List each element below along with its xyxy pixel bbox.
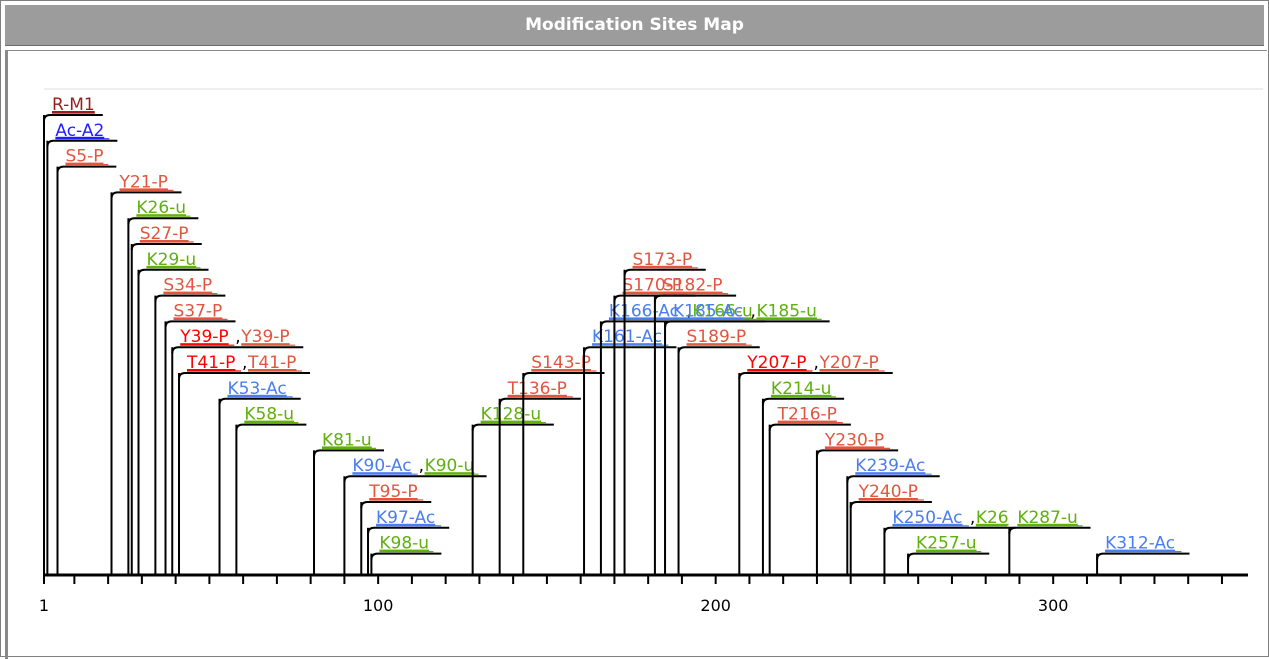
site-label: K81-u — [322, 430, 372, 450]
site-bracket — [599, 320, 766, 328]
site-bracket — [907, 552, 990, 560]
site-label: Y21-P — [119, 172, 168, 192]
site-label: S27-P — [140, 224, 189, 244]
map-container: 1 100 200 300 R-M1 Ac-A2 S5-P Y21-P K26-u S27-P K2… — [5, 50, 1267, 659]
site-label: K287-u — [1017, 508, 1078, 528]
site-label: K97-Ac — [376, 508, 435, 528]
site-bracket — [623, 268, 706, 276]
site-bracket — [849, 501, 932, 509]
site-label: K185-u — [756, 301, 817, 321]
site-bracket — [367, 526, 450, 534]
site-bracket — [171, 346, 304, 354]
site-bracket — [846, 475, 940, 483]
site-label: S143-P — [531, 353, 591, 373]
site-label: Ac-A2 — [55, 121, 104, 141]
site-label: K214-u — [771, 379, 832, 399]
site-label: K161-Ac — [592, 327, 662, 347]
site-bracket — [127, 217, 199, 225]
site-label: Y230-P — [824, 430, 884, 450]
site-bracket — [56, 165, 117, 173]
site-bracket — [137, 268, 209, 276]
site-label: S189-P — [687, 327, 747, 347]
site-label: K250-Ac — [892, 508, 962, 528]
site-label: Y39-P — [240, 327, 289, 347]
site-bracket — [471, 423, 554, 431]
site-bracket — [768, 423, 851, 431]
site-bracket — [498, 397, 581, 405]
panel-title: Modification Sites Map — [525, 15, 744, 35]
site-bracket — [313, 449, 385, 457]
site-bracket — [761, 397, 845, 405]
site-label: R-M1 — [52, 95, 95, 115]
site-label: S182-P — [663, 276, 723, 296]
site-label-separator: , — [686, 301, 691, 321]
site-bracket — [1008, 526, 1091, 534]
site-label: S5-P — [66, 147, 104, 167]
site-bracket — [677, 346, 760, 354]
site-label: K29-u — [147, 250, 197, 270]
site-label: K185-Ac — [673, 301, 743, 321]
site-label: Y240-P — [858, 482, 918, 502]
site-label: K26-u — [136, 198, 186, 218]
site-label: T41-P — [186, 353, 235, 373]
axis-tick-label: 300 — [1038, 596, 1069, 615]
site-label: K312-Ac — [1105, 534, 1175, 554]
site-label: K58-u — [244, 405, 294, 425]
site-label: K53-Ac — [228, 379, 287, 399]
site-bracket — [1096, 552, 1190, 560]
site-label: S34-P — [163, 276, 212, 296]
site-label: K90-u — [425, 456, 475, 476]
site-bracket — [653, 294, 737, 302]
axis-tick-label: 200 — [700, 596, 731, 615]
site-bracket — [815, 449, 899, 457]
site-bracket — [360, 501, 432, 509]
site-label: K26 — [976, 508, 1009, 528]
site-bracket — [522, 372, 605, 380]
site-label: S37-P — [174, 301, 223, 321]
site-label: K90-Ac — [352, 456, 411, 476]
site-bracket — [43, 114, 103, 122]
site-label-separator: , — [235, 327, 240, 347]
site-bracket — [883, 526, 1016, 534]
modification-sites-map: 1 100 200 300 R-M1 Ac-A2 S5-P Y21-P K26-u S27-P K2… — [39, 88, 1263, 615]
site-bracket — [235, 423, 307, 431]
site-bracket — [343, 475, 487, 483]
site-bracket — [664, 320, 830, 328]
site-label: S170-P — [622, 276, 682, 296]
site-label-separator: , — [814, 353, 819, 373]
site-label: T95-P — [368, 482, 417, 502]
site-label: T136-P — [507, 379, 567, 399]
site-bracket — [370, 552, 442, 560]
site-bracket — [130, 243, 202, 251]
site-bracket — [46, 139, 118, 147]
site-label: K257-u — [916, 534, 977, 554]
site-bracket — [218, 397, 301, 405]
site-label: K128-u — [481, 405, 542, 425]
site-bracket — [583, 346, 677, 354]
site-label: K239-Ac — [855, 456, 925, 476]
site-label: K166-u — [692, 301, 753, 321]
axis-tick-label: 1 — [39, 596, 49, 615]
site-label: T41-P — [247, 353, 296, 373]
site-label: S173-P — [633, 250, 693, 270]
panel-header: Modification Sites Map — [5, 5, 1264, 46]
site-label: Y207-P — [746, 353, 806, 373]
site-bracket — [164, 320, 236, 328]
site-bracket — [154, 294, 226, 302]
axis-tick-label: 100 — [363, 596, 394, 615]
site-label-separator: , — [242, 353, 247, 373]
site-label: K166-Ac — [609, 301, 679, 321]
site-label-separator: , — [419, 456, 424, 476]
site-bracket — [738, 372, 893, 380]
site-label: Y207-P — [819, 353, 879, 373]
site-bracket — [178, 372, 311, 380]
site-label: K98-u — [379, 534, 429, 554]
site-bracket — [613, 294, 696, 302]
site-label-separator: , — [750, 301, 755, 321]
site-label: T216-P — [777, 405, 837, 425]
site-label: Y39-P — [179, 327, 228, 347]
site-label-separator: , — [970, 508, 975, 528]
site-bracket — [110, 191, 182, 199]
